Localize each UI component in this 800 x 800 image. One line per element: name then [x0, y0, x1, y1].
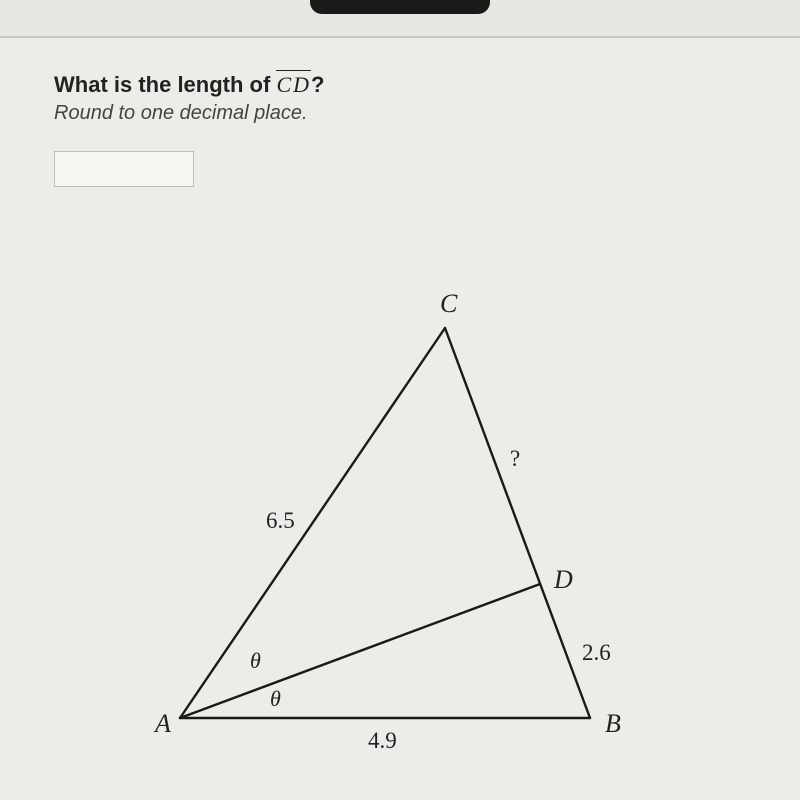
diagram-edge-labels: 6.5 4.9 2.6? [266, 446, 611, 753]
diagram-svg: A B C D 6.5 4.9 2.6? θθ [140, 288, 660, 758]
question-prefix: What is the length of [54, 72, 276, 97]
triangle-diagram: A B C D 6.5 4.9 2.6? θθ [140, 288, 660, 758]
svg-text:C: C [440, 289, 458, 318]
question-line: What is the length of CD? [54, 72, 746, 98]
svg-text:2.6: 2.6 [582, 640, 611, 665]
diagram-vertex-labels: A B C D [153, 289, 621, 738]
svg-text:?: ? [510, 446, 520, 471]
question-segment: CD [276, 70, 311, 97]
question-instruction: Round to one decimal place. [54, 102, 746, 125]
svg-text:θ: θ [270, 686, 281, 711]
answer-input[interactable] [54, 151, 194, 187]
svg-text:A: A [153, 709, 171, 738]
content-area: What is the length of CD? Round to one d… [0, 36, 800, 800]
svg-text:4.9: 4.9 [368, 728, 397, 753]
diagram-edges [180, 328, 590, 718]
device-notch [310, 0, 490, 14]
svg-text:B: B [605, 709, 621, 738]
svg-text:D: D [553, 565, 573, 594]
svg-text:6.5: 6.5 [266, 508, 295, 533]
diagram-angle-labels: θθ [250, 648, 281, 711]
svg-text:θ: θ [250, 648, 261, 673]
question-suffix: ? [311, 72, 324, 97]
